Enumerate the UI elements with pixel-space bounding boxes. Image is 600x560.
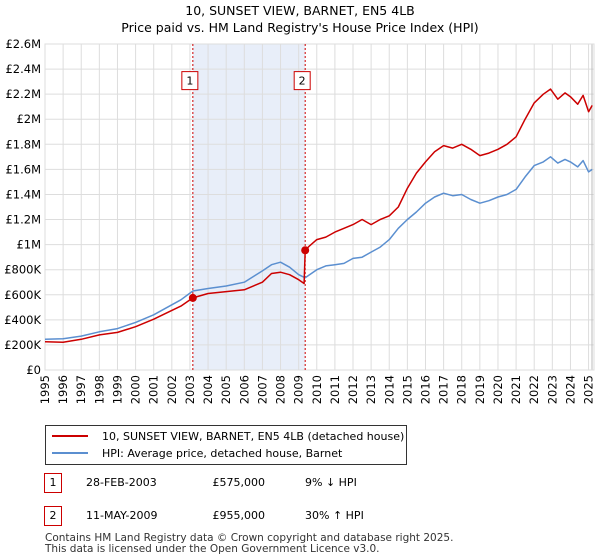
x-tick-label: 2000 <box>129 375 143 404</box>
x-tick-label: 2013 <box>364 375 378 404</box>
transaction-badge: 1 <box>44 473 62 493</box>
transaction-badge: 2 <box>44 506 62 526</box>
legend: 10, SUNSET VIEW, BARNET, EN5 4LB (detach… <box>45 425 407 465</box>
footer-line: This data is licensed under the Open Gov… <box>45 543 380 555</box>
legend-label-hpi: HPI: Average price, detached house, Barn… <box>102 446 343 460</box>
footer-line: Contains HM Land Registry data © Crown c… <box>45 532 454 544</box>
x-tick-label: 2010 <box>310 375 324 404</box>
x-tick-label: 2001 <box>147 375 161 404</box>
sale-point <box>301 246 310 255</box>
marker-label-box <box>181 71 199 91</box>
x-tick-label: 2024 <box>563 375 577 404</box>
transaction-hpi-diff: 30% ↑ HPI <box>305 509 364 522</box>
y-tick-label: £200K <box>4 338 41 352</box>
chart-subtitle: Price paid vs. HM Land Registry's House … <box>121 20 479 35</box>
x-tick-label: 2016 <box>418 375 432 404</box>
x-tick-label: 2018 <box>455 375 469 404</box>
x-tick-label: 2009 <box>292 375 306 404</box>
legend-label-property: 10, SUNSET VIEW, BARNET, EN5 4LB (detach… <box>102 429 405 443</box>
x-tick-label: 2006 <box>237 375 251 404</box>
legend-item-hpi: HPI: Average price, detached house, Barn… <box>46 445 342 461</box>
shaded-period <box>192 44 306 370</box>
x-tick-label: 1995 <box>38 375 52 404</box>
marker-label: 2 <box>299 75 306 88</box>
legend-swatch-property <box>52 435 88 437</box>
x-tick-label: 2002 <box>165 375 179 404</box>
plot-area <box>45 44 594 370</box>
x-tick-label: 2017 <box>437 375 451 404</box>
transaction-price: £575,000 <box>212 476 266 489</box>
y-tick-label: £1M <box>16 238 41 252</box>
x-tick-label: 2023 <box>545 375 559 404</box>
x-tick-label: 1998 <box>92 375 106 404</box>
line-chart: £0 £200K £400K £600K £800K £1M £1.2M £1.4M £1.6M… <box>4 37 596 404</box>
transaction-date: 28-FEB-2003 <box>86 476 157 489</box>
y-tick-label: £1.6M <box>5 162 41 176</box>
legend-swatch-hpi <box>52 452 88 454</box>
plot-frame <box>44 43 595 371</box>
transaction-price: £955,000 <box>212 509 266 522</box>
x-tick-label: 2007 <box>255 375 269 404</box>
y-tick-label: £2.4M <box>5 62 41 76</box>
chart-title: 10, SUNSET VIEW, BARNET, EN5 4LB <box>185 3 415 18</box>
x-tick-label: 1999 <box>110 375 124 404</box>
footer-attribution: Contains HM Land Registry data © Crown c… <box>45 533 453 555</box>
x-tick-label: 1997 <box>74 375 88 404</box>
x-tick-label: 2021 <box>509 375 523 404</box>
x-tick-label: 2019 <box>473 375 487 404</box>
y-tick-label: £600K <box>4 288 41 302</box>
x-tick-label: 2020 <box>491 375 505 404</box>
y-tick-label: £2M <box>16 112 41 126</box>
y-tick-label: £2.6M <box>5 37 41 51</box>
x-tick-label: 2011 <box>328 375 342 404</box>
x-tick-label: 2015 <box>400 375 414 404</box>
hpi-series-line <box>44 156 593 341</box>
y-tick-label: £1.4M <box>5 187 41 201</box>
y-tick-label: £800K <box>4 263 41 277</box>
y-tick-label: £400K <box>4 313 41 327</box>
x-tick-label: 1996 <box>56 375 70 404</box>
x-tick-label: 2012 <box>346 375 360 404</box>
x-tick-label: 2014 <box>382 375 396 404</box>
marker-label-box <box>293 71 311 91</box>
marker-label: 1 <box>186 75 193 88</box>
y-tick-label: £1.8M <box>5 137 41 151</box>
transaction-date: 11-MAY-2009 <box>86 509 158 522</box>
y-tick-label: £0 <box>26 363 41 377</box>
y-tick-label: £1.2M <box>5 213 41 227</box>
y-tick-label: £2.2M <box>5 87 41 101</box>
x-tick-label: 2008 <box>274 375 288 404</box>
x-tick-label: 2025 <box>582 375 596 404</box>
x-tick-label: 2004 <box>201 375 215 404</box>
transaction-hpi-diff: 9% ↓ HPI <box>305 476 357 489</box>
x-tick-label: 2003 <box>183 375 197 404</box>
legend-item-property: 10, SUNSET VIEW, BARNET, EN5 4LB (detach… <box>46 428 404 444</box>
x-tick-label: 2005 <box>219 375 233 404</box>
x-tick-label: 2022 <box>527 375 541 404</box>
sale-point <box>188 293 197 302</box>
